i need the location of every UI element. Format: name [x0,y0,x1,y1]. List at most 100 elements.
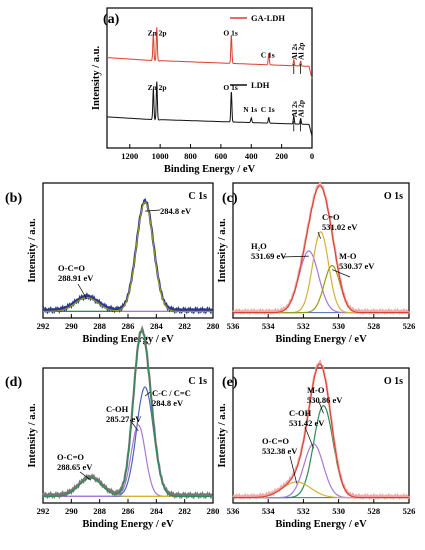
x-tick-label: 282 [178,321,191,331]
x-tick-label: 284 [150,506,164,516]
panel-e: (e) 536 534 532 530 528 526 Binding Energy / eV… [217,359,416,530]
panel-a: (a) 1200 1000 800 600 400 200 0 Binding Energy /… [91,7,314,175]
plot-frame [106,7,313,149]
peak-annotation: O 1s [223,29,237,38]
envelope-line [232,359,410,501]
panel-d: (d) 292 290 288 286 284 282 280 Binding Energy /… [5,325,220,530]
x-tick-label: 600 [215,151,228,161]
panel-b: (b) 292 290 288 286 284 282 280 Binding Energy /… [5,182,220,345]
peak-annotation: O 1s [223,83,237,92]
panel-label: (b) [5,191,22,206]
envelope-line [233,363,409,499]
x-tick-label: 280 [207,506,220,516]
peak-label: H₂O 531.69 eV [251,241,287,261]
panel-title: O 1s [384,191,403,202]
plot-frame [232,367,410,504]
component-peak [233,265,409,314]
label-arrow [129,419,139,432]
x-tick-label: 530 [332,321,345,331]
x-tick-label: 400 [245,151,258,161]
panel-title: C 1s [188,376,207,387]
x-tick-label: 528 [367,321,380,331]
y-axis-label: Intensity / a.u. [217,403,228,468]
y-axis-label: Intensity / a.u. [27,218,38,283]
panel-title: O 1s [384,376,403,387]
envelope-line [42,198,213,315]
series-line-ldh [107,81,313,137]
label-arrow [317,231,321,239]
x-tick-label: 1000 [152,151,169,161]
x-tick-label: 292 [37,506,50,516]
peak-label: O-C=O 532.38 eV [262,436,298,456]
x-tick-label: 288 [93,321,106,331]
peak-label: M-O 530.37 eV [339,251,375,271]
peak-annotation: N 1s [243,105,257,114]
x-tick-label: 530 [332,506,345,516]
x-axis-label: Binding Energy / eV [164,164,256,175]
label-arrow [282,255,309,258]
label-arrow [304,426,314,449]
x-tick-label: 800 [184,151,197,161]
y-axis-label: Intensity / a.u. [27,403,38,468]
peak-label: C-OH 285.27 eV [106,404,142,424]
x-tick-label: 292 [37,321,50,331]
x-axis-label: Binding Energy / eV [82,519,174,530]
x-axis-label: Binding Energy / eV [275,334,367,345]
x-tick-label: 532 [297,321,310,331]
y-axis-label: Intensity / a.u. [217,218,228,283]
x-axis-label: Binding Energy / eV [82,334,174,345]
x-tick-label: 526 [403,321,416,331]
panel-label: (d) [5,375,22,390]
label-arrow [331,269,351,278]
x-tick-label: 534 [262,321,276,331]
legend-label: GA-LDH [251,13,285,23]
x-tick-label: 286 [122,321,135,331]
legend-label: LDH [251,80,270,90]
component-peak [233,443,409,499]
peak-annotation: Al 2p [297,100,306,117]
peak-label: O-C=O 288.91 eV [58,263,94,283]
peak-label: C-C / C=C 284.8 eV [152,388,191,408]
peak-annotation: C 1s [261,105,275,114]
x-tick-label: 290 [65,321,78,331]
panel-label: (c) [222,191,238,206]
x-tick-label: 1200 [121,151,138,161]
x-tick-label: 534 [262,506,276,516]
x-tick-label: 536 [227,321,240,331]
label-arrow [77,283,88,300]
x-tick-label: 290 [65,506,78,516]
peak-label: M-O 530.86 eV [307,385,343,405]
x-tick-label: 280 [207,321,220,331]
label-arrow [289,455,298,484]
x-tick-label: 284 [150,321,164,331]
x-axis-label: Binding Energy / eV [275,519,367,530]
peak-annotation: Al 2p [297,43,306,60]
x-tick-label: 528 [367,506,380,516]
x-tick-label: 286 [122,506,135,516]
peak-annotation: Al 2s [290,44,299,60]
envelope-line [43,201,213,312]
x-tick-label: 288 [93,506,106,516]
label-arrow [318,401,324,414]
x-tick-label: 0 [310,151,314,161]
peak-label: O-C=O 288.65 eV [57,452,93,472]
peak-annotation: Zn 2p [148,29,167,38]
panel-label: (a) [103,12,120,27]
x-tick-label: 526 [403,506,416,516]
peak-annotation: Al 2s [290,101,299,117]
x-tick-label: 200 [275,151,288,161]
peak-annotation: C 1s [261,51,275,60]
series-line-ga-ldh [107,27,313,79]
peak-annotation: Zn 2p [148,83,167,92]
peak-label: 284.8 eV [160,206,192,216]
x-tick-label: 532 [297,506,310,516]
envelope-line [43,330,213,497]
envelope-line [233,185,409,314]
panel-label: (e) [222,375,238,390]
peak-label: C=O 531.02 eV [322,212,358,232]
panel-title: C 1s [188,191,207,202]
label-arrow [79,471,91,481]
peak-label: C-OH 531.42 eV [289,408,325,428]
label-arrow [144,209,161,212]
